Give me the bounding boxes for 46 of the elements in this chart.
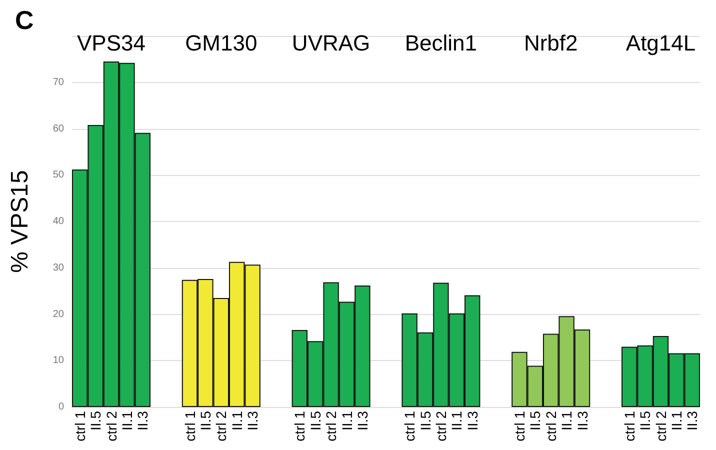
x-tick-label: ctrl 1 [292,410,308,442]
x-tick-label: II.1 [668,410,684,430]
x-tick-label: ctrl 1 [621,410,638,442]
annotation: VPS34 [77,30,146,56]
x-tick-label: ctrl 1 [72,410,88,442]
x-tick-label: II.3 [574,410,590,430]
x-tick-label: II.1 [558,410,575,430]
x-tick-label: II.1 [228,410,245,430]
x-tick-label: II.3 [354,410,370,430]
x-tick-label: II.5 [417,410,434,430]
y-tick-label: 20 [52,308,64,320]
chart-title: C [15,5,34,35]
x-tick-label: II.5 [307,410,324,430]
x-tick-label: ctrl 1 [511,410,528,442]
annotation: UVRAG [292,30,370,56]
x-tick-label: II.3 [464,410,480,430]
x-tick-label: II.1 [118,410,135,430]
x-tick-label: II.3 [134,410,151,430]
x-tick-label: II.5 [527,410,544,430]
x-tick-label: ctrl 2 [432,410,449,442]
x-tick-label: II.5 [637,410,654,430]
x-tick-label: ctrl 1 [402,410,418,442]
annotation: Nrbf2 [524,30,578,56]
x-tick-label: II.1 [448,410,465,430]
x-tick-label: II.5 [197,410,214,430]
y-axis-title: % VPS15 [6,170,34,273]
annotation: Atg14L [626,30,696,56]
y-tick-label: 10 [52,355,64,366]
x-tick-label: ctrl 2 [103,410,120,442]
x-tick-label: ctrl 1 [182,410,198,442]
x-tick-label: ctrl 2 [542,410,559,442]
x-tick-label: ctrl 2 [213,410,230,442]
y-tick-label: 0 [58,402,64,412]
y-tick-label: 50 [52,170,64,181]
x-tick-label: ctrl 2 [652,410,669,442]
x-tick-label: II.3 [244,410,261,430]
annotation: Beclin1 [404,30,478,56]
y-tick-label: 70 [52,76,64,88]
x-tick-label: II.1 [338,410,355,430]
y-tick-label: 40 [52,216,64,227]
x-tick-label: ctrl 2 [323,410,340,442]
y-tick-label: 30 [52,262,64,274]
x-tick-label: II.5 [88,410,104,430]
x-tick-label: II.3 [684,410,700,430]
annotation: GM130 [185,30,258,56]
y-tick-label: 60 [52,123,64,134]
